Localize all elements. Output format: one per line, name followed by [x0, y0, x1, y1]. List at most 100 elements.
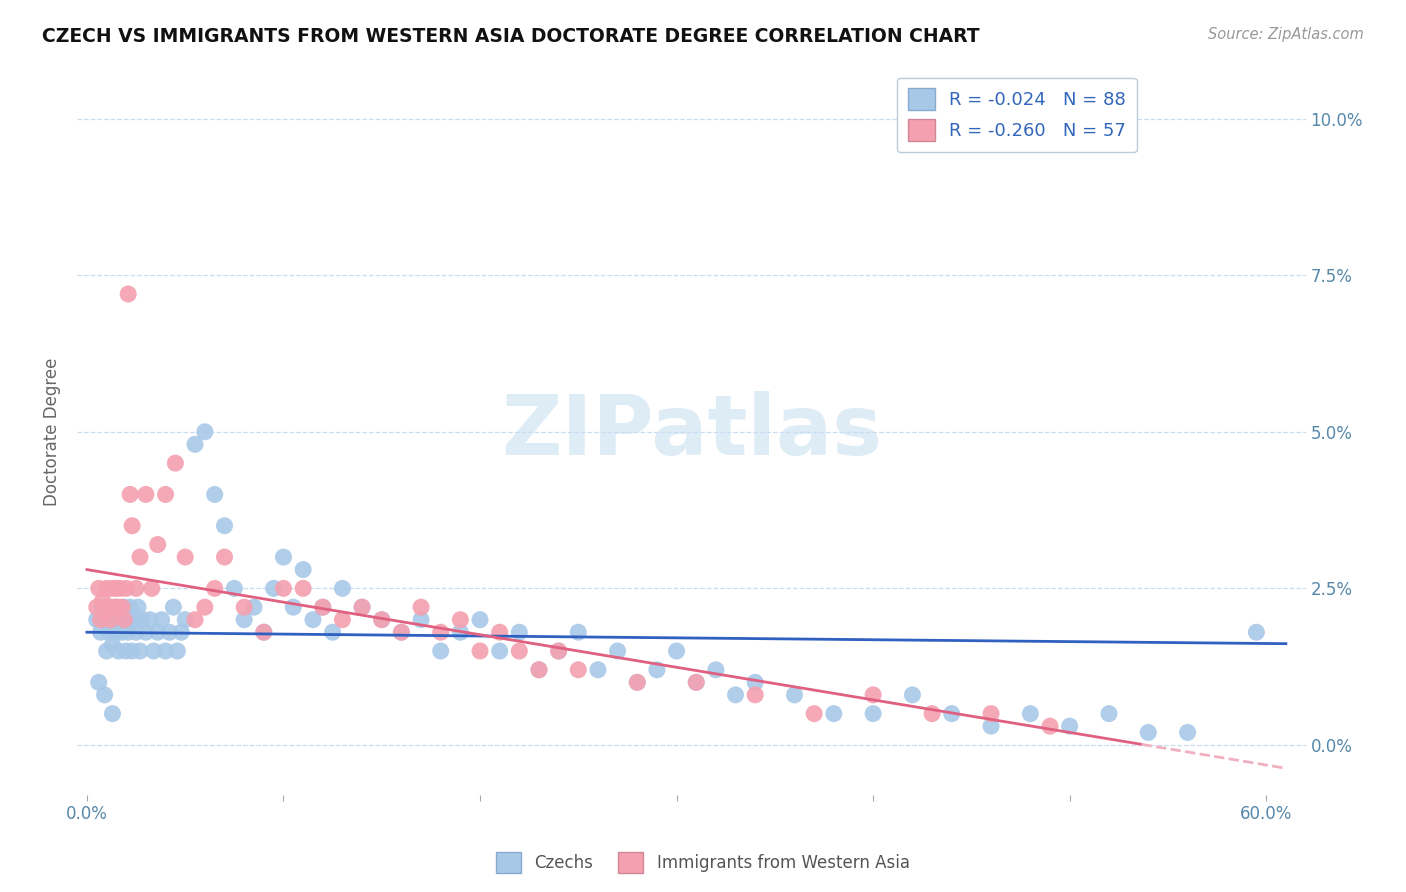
- Point: [527, 663, 550, 677]
- Legend: Czechs, Immigrants from Western Asia: Czechs, Immigrants from Western Asia: [489, 846, 917, 880]
- Point: [100, 613, 122, 627]
- Point: [121, 644, 143, 658]
- Point: [312, 600, 335, 615]
- Point: [112, 613, 135, 627]
- Point: [389, 625, 412, 640]
- Point: [449, 613, 471, 627]
- Point: [352, 600, 374, 615]
- Legend: R = -0.024   N = 88, R = -0.260   N = 57: R = -0.024 N = 88, R = -0.260 N = 57: [897, 78, 1137, 153]
- Point: [86, 600, 108, 615]
- Point: [135, 625, 157, 640]
- Point: [129, 644, 152, 658]
- Point: [1177, 725, 1199, 739]
- Point: [724, 688, 747, 702]
- Point: [90, 625, 112, 640]
- Point: [96, 613, 118, 627]
- Point: [645, 663, 668, 677]
- Point: [165, 456, 187, 470]
- Point: [468, 644, 491, 658]
- Point: [527, 663, 550, 677]
- Point: [101, 638, 124, 652]
- Point: [704, 663, 727, 677]
- Point: [224, 582, 246, 596]
- Point: [783, 688, 806, 702]
- Point: [586, 663, 609, 677]
- Point: [170, 625, 193, 640]
- Point: [1137, 725, 1160, 739]
- Point: [429, 644, 451, 658]
- Point: [547, 644, 569, 658]
- Point: [166, 644, 188, 658]
- Point: [174, 550, 197, 565]
- Point: [142, 644, 165, 658]
- Point: [253, 625, 276, 640]
- Point: [112, 600, 135, 615]
- Point: [96, 582, 118, 596]
- Point: [253, 625, 276, 640]
- Point: [233, 600, 256, 615]
- Y-axis label: Doctorate Degree: Doctorate Degree: [44, 358, 60, 506]
- Point: [111, 600, 134, 615]
- Point: [115, 644, 138, 658]
- Point: [184, 437, 207, 451]
- Point: [86, 613, 108, 627]
- Point: [214, 550, 236, 565]
- Point: [131, 613, 153, 627]
- Point: [135, 487, 157, 501]
- Point: [141, 582, 163, 596]
- Point: [204, 582, 226, 596]
- Point: [155, 644, 177, 658]
- Point: [685, 675, 707, 690]
- Point: [214, 518, 236, 533]
- Point: [93, 607, 115, 621]
- Point: [87, 582, 110, 596]
- Point: [547, 644, 569, 658]
- Point: [90, 613, 112, 627]
- Point: [91, 600, 114, 615]
- Point: [980, 706, 1002, 721]
- Point: [87, 675, 110, 690]
- Point: [488, 644, 510, 658]
- Point: [96, 644, 118, 658]
- Point: [122, 613, 145, 627]
- Point: [125, 582, 148, 596]
- Point: [110, 582, 132, 596]
- Text: Source: ZipAtlas.com: Source: ZipAtlas.com: [1208, 27, 1364, 42]
- Point: [101, 582, 124, 596]
- Point: [292, 582, 315, 596]
- Point: [174, 613, 197, 627]
- Point: [606, 644, 628, 658]
- Point: [97, 600, 120, 615]
- Point: [292, 563, 315, 577]
- Point: [1059, 719, 1081, 733]
- Point: [273, 550, 295, 565]
- Point: [117, 625, 139, 640]
- Point: [107, 644, 129, 658]
- Point: [941, 706, 963, 721]
- Point: [273, 582, 295, 596]
- Point: [233, 613, 256, 627]
- Point: [150, 613, 173, 627]
- Point: [115, 582, 138, 596]
- Point: [409, 600, 432, 615]
- Point: [139, 613, 162, 627]
- Point: [91, 594, 114, 608]
- Point: [508, 644, 530, 658]
- Point: [121, 518, 143, 533]
- Point: [332, 613, 354, 627]
- Point: [371, 613, 394, 627]
- Point: [665, 644, 688, 658]
- Point: [488, 625, 510, 640]
- Point: [155, 487, 177, 501]
- Point: [162, 600, 184, 615]
- Point: [107, 600, 129, 615]
- Point: [803, 706, 825, 721]
- Point: [194, 425, 217, 439]
- Point: [744, 675, 766, 690]
- Point: [626, 675, 648, 690]
- Point: [352, 600, 374, 615]
- Point: [105, 625, 128, 640]
- Point: [93, 688, 115, 702]
- Point: [685, 675, 707, 690]
- Point: [744, 688, 766, 702]
